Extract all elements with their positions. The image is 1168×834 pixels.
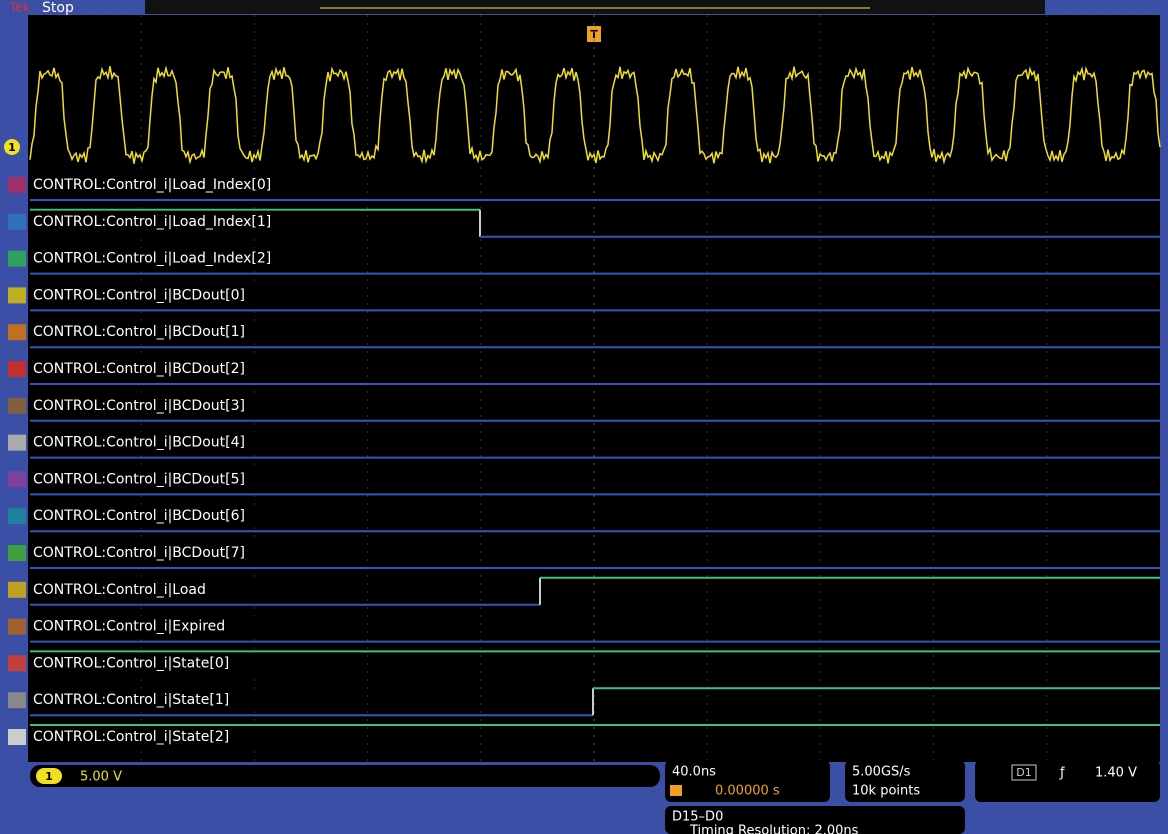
timing-resolution: Timing Resolution: 2.00ns <box>689 824 859 834</box>
analog-trace <box>29 65 1161 165</box>
channel-label: CONTROL:Control_i|BCDout[4] <box>33 435 245 451</box>
record-length: 10k points <box>852 784 920 799</box>
channel-label-bg <box>30 542 360 564</box>
channel-label-bg <box>30 505 360 528</box>
ch1-marker-bg <box>4 139 20 155</box>
channel-label-bg <box>30 394 360 417</box>
channel-label-bg <box>30 689 360 712</box>
position: 0.00000 s <box>715 784 780 799</box>
channel-label: CONTROL:Control_i|BCDout[3] <box>33 398 245 414</box>
digital-panel <box>665 806 965 834</box>
trigger-level: 1.40 V <box>1095 766 1137 781</box>
waveforms <box>29 65 1161 726</box>
channel-tag <box>8 434 26 451</box>
channel-tag <box>8 250 26 267</box>
channel-label-bg <box>30 468 360 491</box>
channel-label: CONTROL:Control_i|BCDout[0] <box>33 287 245 303</box>
channel-label-bg <box>30 321 360 344</box>
channel-label-bg <box>30 726 360 748</box>
trigger-source-box <box>1011 764 1037 781</box>
ch1-panel <box>30 765 660 787</box>
channel-tag <box>8 508 26 525</box>
channel-label: CONTROL:Control_i|BCDout[2] <box>33 361 245 377</box>
channel-label: CONTROL:Control_i|State[1] <box>33 692 229 708</box>
channel-label: CONTROL:Control_i|State[0] <box>33 655 229 671</box>
channel-tag <box>8 471 26 488</box>
status: Stop <box>42 0 74 16</box>
ch1-badge <box>36 768 62 784</box>
timebase: 40.0ns <box>672 765 716 780</box>
channel-label: CONTROL:Control_i|Load_Index[2] <box>33 251 271 267</box>
channel-label-bg <box>30 210 360 233</box>
channel-tag <box>8 692 26 709</box>
channel-tag <box>8 655 26 672</box>
channel-tag <box>8 287 26 304</box>
channel-label-bg <box>30 431 360 454</box>
channel-tag <box>8 545 26 561</box>
channel-label-bg <box>30 284 360 307</box>
ch1-badge-text: 1 <box>45 770 53 783</box>
channel-label-bg <box>30 358 360 380</box>
trigger-flag <box>587 26 601 42</box>
trigger-panel <box>975 760 1160 802</box>
trigger-source: D1 <box>1016 766 1031 779</box>
channel-label: CONTROL:Control_i|Load_Index[1] <box>33 214 271 230</box>
channel-tag <box>8 213 26 230</box>
channel-label: CONTROL:Control_i|BCDout[6] <box>33 508 245 524</box>
channel-label-bg <box>30 174 360 196</box>
channel-label: CONTROL:Control_i|Load_Index[0] <box>33 177 271 193</box>
channel-label: CONTROL:Control_i|Load <box>33 582 206 598</box>
channel-tag <box>8 361 26 377</box>
digital-group: D15–D0 <box>672 810 723 825</box>
channel-tag <box>8 397 26 414</box>
ch1-marker: 1 <box>8 141 16 154</box>
ch1-scale: 5.00 V <box>80 770 122 785</box>
channel-label: CONTROL:Control_i|BCDout[7] <box>33 545 245 561</box>
sample-rate: 5.00GS/s <box>852 765 911 780</box>
trigger-slope: ƒ <box>1059 766 1065 781</box>
channel-label: CONTROL:Control_i|BCDout[5] <box>33 471 245 487</box>
channel-tag <box>8 177 26 193</box>
channel-label-bg <box>30 578 360 601</box>
acquisition-panel <box>845 760 965 802</box>
channel-label-bg <box>30 652 360 675</box>
channel-label-bg <box>30 615 360 638</box>
channel-label-bg <box>30 247 360 270</box>
channel-label: CONTROL:Control_i|State[2] <box>33 729 229 745</box>
channel-tag <box>8 729 26 745</box>
channel-tag <box>8 618 26 635</box>
channel-label: CONTROL:Control_i|Expired <box>33 619 225 635</box>
channel-tag <box>8 581 26 598</box>
position-icon <box>670 785 682 796</box>
channel-labels: CONTROL:Control_i|Load_Index[0] CONTROL:C… <box>8 174 360 748</box>
brand: Tek <box>9 1 30 15</box>
trigger-marker: T <box>590 28 598 41</box>
channel-tag <box>8 324 26 341</box>
channel-label: CONTROL:Control_i|BCDout[1] <box>33 324 245 340</box>
timebase-panel <box>665 760 830 802</box>
